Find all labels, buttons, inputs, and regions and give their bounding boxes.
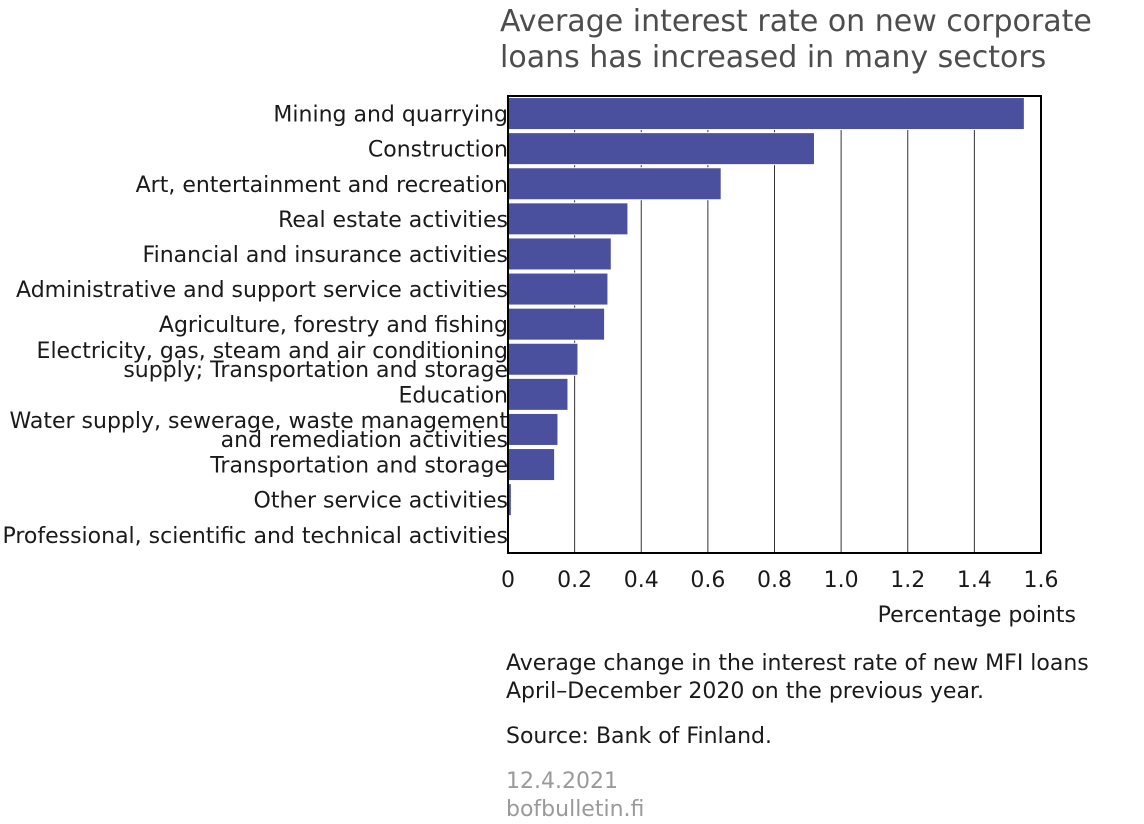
x-tick-label: 0.8 [757, 568, 792, 593]
x-tick-label: 1.0 [824, 568, 859, 593]
chart-title-line-1: Average interest rate on new corporate [500, 4, 1092, 39]
bar [507, 167, 722, 201]
bar-chart: Mining and quarrying Construction Art, ent… [2, 95, 1076, 628]
bar [507, 342, 579, 376]
x-tick-label: 1.2 [890, 568, 925, 593]
plot-frame [507, 95, 1042, 554]
bar [507, 272, 609, 306]
x-tick-label: 0.6 [690, 568, 725, 593]
source-note: Source: Bank of Finland. [506, 724, 773, 749]
bar [507, 448, 556, 482]
chart-title: Average interest rate on new corporate l… [500, 4, 1140, 76]
chart-description-line-1: Average change in the interest rate of n… [506, 651, 1089, 676]
category-label: Real estate activities [278, 208, 508, 233]
category-label: Other service activities [254, 489, 508, 514]
chart-title-line-2: loans has increased in many sectors [500, 40, 1047, 75]
category-label: Agriculture, forestry and fishing [159, 313, 508, 338]
x-tick-label: 1.4 [957, 568, 992, 593]
category-label: Water supply, sewerage, waste management… [10, 409, 509, 453]
bar [507, 237, 612, 271]
x-tick-label: 0.2 [557, 568, 592, 593]
category-label: Transportation and storage [209, 454, 508, 479]
category-label: Financial and insurance activities [143, 243, 508, 268]
category-label: Electricity, gas, steam and air conditio… [37, 339, 508, 383]
category-label: Construction [368, 138, 508, 163]
category-label: Professional, scientific and technical a… [2, 524, 508, 549]
site-name: bofbulletin.fi [506, 797, 645, 822]
bar [507, 132, 815, 166]
bar [507, 307, 606, 341]
category-labels: Mining and quarrying Construction Art, ent… [2, 103, 508, 549]
x-tick-label: 1.6 [1024, 568, 1059, 593]
x-axis-label: Percentage points [878, 603, 1076, 628]
publication-date: 12.4.2021 [506, 769, 618, 794]
category-label: Art, entertainment and recreation [136, 173, 508, 198]
chart-description-line-2: April–December 2020 on the previous year… [506, 679, 984, 704]
category-label: Education [398, 383, 508, 408]
category-label: Mining and quarrying [273, 103, 508, 128]
x-tick-label: 0.4 [624, 568, 659, 593]
bar [507, 377, 569, 411]
category-label: Administrative and support service activ… [16, 278, 508, 303]
bar [507, 97, 1025, 131]
x-tick-labels: 0 0.2 0.4 0.6 0.8 1.0 1.2 1.4 1.6 [501, 568, 1059, 593]
bar [507, 202, 629, 236]
bar [507, 412, 559, 446]
bars [507, 97, 1025, 552]
x-tick-label: 0 [501, 568, 515, 593]
